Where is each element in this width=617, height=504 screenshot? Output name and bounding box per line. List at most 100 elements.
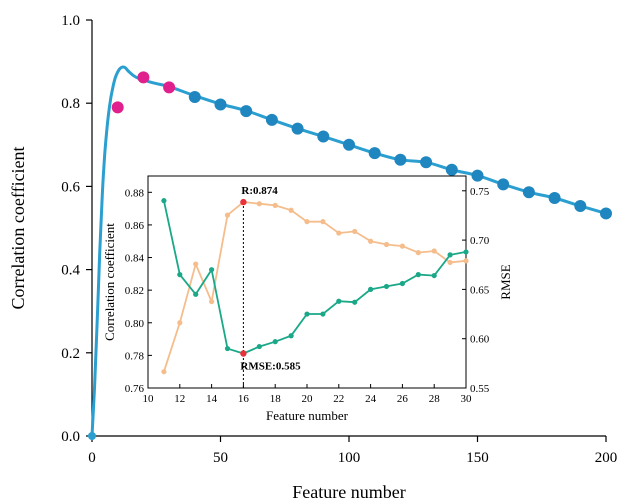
- inset-y-tick-label-left: 0.86: [125, 220, 145, 232]
- main-y-tick-label: 0.6: [61, 179, 80, 195]
- inset-rmse-point: [463, 249, 469, 255]
- inset-rmse-point: [336, 298, 342, 304]
- main-data-point: [137, 71, 150, 84]
- main-markers: [88, 71, 612, 440]
- inset-y-tick-label-right: 0.75: [470, 186, 490, 198]
- inset-rmse-point: [431, 272, 437, 279]
- main-data-point: [188, 90, 201, 103]
- inset-rmse-point: [352, 299, 358, 305]
- main-data-point: [265, 113, 278, 126]
- inset-ticks: 10 12 14 16 18 20 22 24 26 28 30 0.76 0.78 0.80 0.82 0.…: [125, 186, 490, 405]
- inset-correlation-point: [161, 369, 167, 375]
- main-data-point: [163, 81, 176, 94]
- main-y-axis-title: Correlation coefficient: [8, 146, 28, 309]
- main-chart: 0 50 100 150 200 0.0 0.2 0.4 0.6 0.8 1.0 Feature n…: [8, 13, 617, 502]
- inset-points: [161, 198, 469, 375]
- main-data-point: [317, 130, 330, 143]
- inset-rmse-point: [415, 272, 421, 278]
- main-data-point: [214, 98, 227, 111]
- main-x-tick-label: 200: [595, 450, 617, 466]
- main-y-tick-label: 0.0: [61, 429, 80, 445]
- inset-y-tick-label-left: 0.80: [125, 318, 145, 330]
- main-data-point: [471, 169, 484, 182]
- inset-rmse-point: [224, 345, 231, 352]
- inset-y-axis-title-left: Correlation coefficient: [102, 223, 117, 341]
- inset-series-rmse: [163, 200, 467, 355]
- main-x-axis-title: Feature number: [292, 482, 405, 502]
- main-data-point: [445, 163, 458, 176]
- main-y-tick-label: 0.8: [61, 96, 80, 112]
- inset-correlation-point: [336, 230, 342, 236]
- inset-correlation-point: [272, 202, 278, 208]
- main-x-tick-label: 50: [213, 450, 228, 466]
- inset-y-tick-label-left: 0.88: [125, 187, 145, 199]
- inset-rmse-point: [447, 252, 453, 258]
- inset-r-annotation: R:0.874: [241, 185, 278, 197]
- inset-x-tick-label: 14: [206, 393, 218, 405]
- inset-correlation-point: [352, 228, 358, 235]
- main-data-point: [600, 207, 612, 220]
- inset-correlation-point: [304, 219, 310, 225]
- inset-correlation-point: [240, 198, 247, 206]
- inset-correlation-point: [320, 219, 326, 225]
- inset-rmse-point: [161, 198, 167, 204]
- inset-y-tick-label-right: 0.55: [470, 383, 490, 395]
- inset-rmse-point: [272, 339, 278, 345]
- inset-x-tick-label: 24: [365, 393, 377, 405]
- main-x-tick-label: 100: [338, 450, 361, 466]
- inset-rmse-point: [240, 350, 247, 357]
- inset-frame: [147, 175, 467, 389]
- inset-x-tick-label: 16: [238, 393, 250, 405]
- main-x-tick-label: 150: [466, 450, 489, 466]
- main-data-point: [240, 105, 253, 118]
- inset-y-tick-label-right: 0.70: [470, 235, 490, 247]
- inset-rmse-point: [288, 333, 294, 339]
- inset-x-tick-label: 26: [397, 393, 409, 405]
- inset-correlation-point: [193, 261, 199, 267]
- inset-correlation-point: [383, 241, 390, 248]
- inset-correlation-point: [415, 250, 421, 256]
- inset-rmse-point: [256, 343, 262, 350]
- inset-x-tick-label: 28: [429, 393, 441, 405]
- inset-rmse-point: [320, 311, 326, 317]
- inset-y-tick-label-left: 0.78: [125, 350, 145, 362]
- main-data-point: [497, 178, 510, 191]
- inset-x-tick-label: 30: [461, 393, 473, 405]
- main-data-point: [368, 147, 381, 160]
- inset-correlation-point: [209, 298, 215, 305]
- main-data-point: [88, 432, 96, 440]
- inset-rmse-point: [193, 291, 199, 297]
- inset-x-tick-label: 18: [270, 393, 282, 405]
- main-data-point: [522, 186, 535, 199]
- inset-rmse-point: [368, 286, 374, 292]
- main-data-point: [343, 138, 355, 151]
- main-ticks: 0 50 100 150 200 0.0 0.2 0.4 0.6 0.8 1.0: [61, 13, 617, 466]
- main-data-point: [394, 153, 407, 166]
- inset-chart: 10 12 14 16 18 20 22 24 26 28 30 0.76 0.78 0.80 0.82 0.…: [102, 175, 513, 423]
- inset-correlation-point: [399, 243, 405, 249]
- inset-rmse-point: [304, 311, 310, 317]
- inset-y-axis-title-right: RMSE: [498, 264, 513, 299]
- main-data-point: [420, 156, 433, 169]
- inset-correlation-point: [256, 201, 262, 207]
- inset-y-tick-label-right: 0.65: [470, 284, 490, 296]
- inset-correlation-point: [463, 258, 469, 264]
- inset-correlation-point: [224, 212, 231, 218]
- main-x-tick-label: 0: [88, 450, 96, 466]
- inset-x-tick-label: 22: [333, 393, 344, 405]
- inset-x-axis-title: Feature number: [266, 408, 349, 423]
- inset-x-tick-label: 10: [143, 393, 155, 405]
- inset-correlation-point: [288, 207, 294, 213]
- inset-rmse-point: [177, 272, 183, 278]
- inset-y-tick-label-left: 0.84: [125, 253, 145, 265]
- inset-y-tick-label-right: 0.60: [470, 334, 490, 346]
- inset-rmse-point: [383, 283, 390, 290]
- inset-rmse-point: [209, 267, 215, 273]
- main-data-point: [574, 199, 587, 212]
- main-y-tick-label: 0.2: [61, 346, 80, 362]
- main-data-point: [548, 192, 561, 205]
- inset-y-tick-label-left: 0.82: [125, 285, 144, 297]
- inset-x-tick-label: 20: [302, 393, 314, 405]
- inset-y-tick-label-left: 0.76: [125, 383, 145, 395]
